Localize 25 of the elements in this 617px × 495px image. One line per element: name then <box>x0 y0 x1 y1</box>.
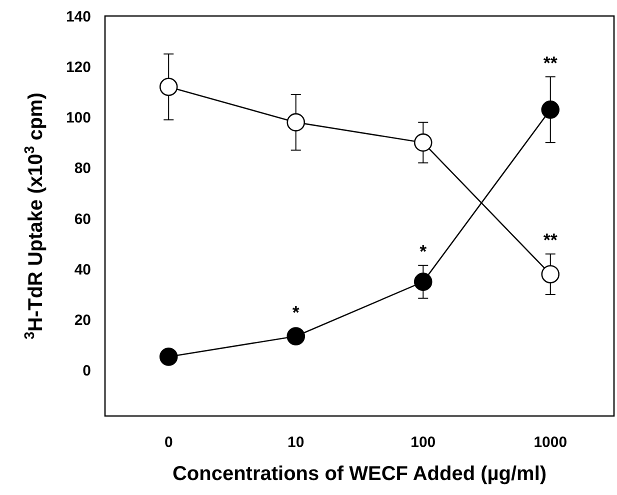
point <box>286 113 306 132</box>
y-tick-label: 40 <box>74 261 91 278</box>
point <box>414 272 432 291</box>
x-tick-label: 0 <box>164 434 173 451</box>
y-tick-label: 0 <box>82 362 91 380</box>
y-tick-label: 140 <box>66 8 91 26</box>
point <box>541 265 560 284</box>
x-tick-label: 100 <box>410 434 436 451</box>
annotation: * <box>420 241 427 262</box>
point <box>286 327 306 346</box>
x-tick-label: 1000 <box>534 434 568 451</box>
y-tick-label: 60 <box>74 210 91 228</box>
y-tick-label: 80 <box>74 160 91 178</box>
point <box>159 348 178 366</box>
annotation: ** <box>543 52 558 73</box>
y-tick-label: 20 <box>74 312 91 330</box>
point <box>541 100 560 119</box>
x-axis-title: Concentrations of WECF Added (µg/ml) <box>172 463 547 485</box>
x-tick-label: 10 <box>288 434 304 451</box>
annotation: * <box>292 302 300 322</box>
y-tick-label: 100 <box>66 110 91 127</box>
point <box>159 78 178 96</box>
point <box>414 133 432 152</box>
annotation: ** <box>543 230 558 250</box>
y-tick-label: 120 <box>66 58 91 76</box>
